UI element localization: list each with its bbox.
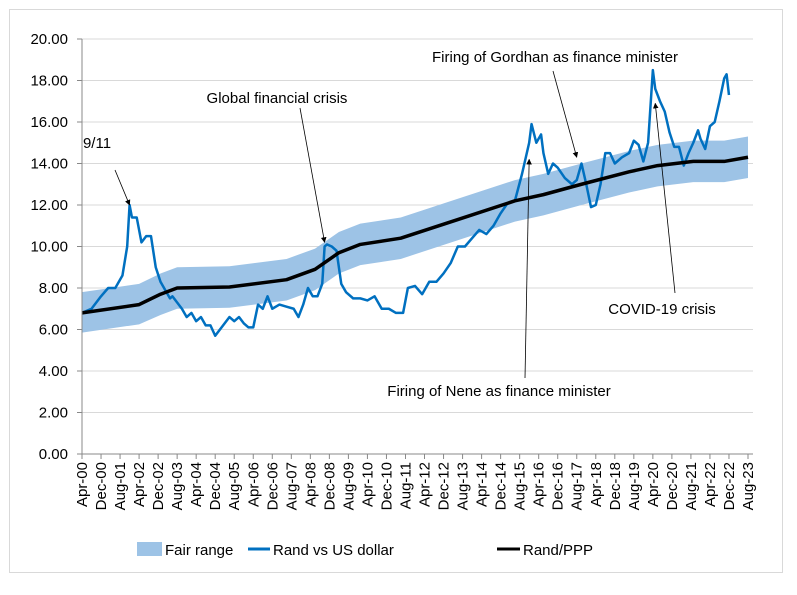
annotation-arrow xyxy=(524,158,532,379)
annotation-label: Firing of Nene as finance minister xyxy=(387,383,610,400)
annotation-arrow xyxy=(299,107,327,243)
x-tick-label: Apr-10 xyxy=(359,462,376,507)
x-tick-label: Dec-08 xyxy=(321,462,338,510)
x-tick-label: Apr-20 xyxy=(645,462,662,507)
annotation-label: Global financial crisis xyxy=(207,90,348,107)
x-tick-label: Aug-05 xyxy=(226,462,243,510)
x-tick-label: Aug-09 xyxy=(340,462,357,510)
x-tick-label: Dec-20 xyxy=(664,462,681,510)
x-tick-label: Apr-04 xyxy=(188,462,205,507)
x-tick-label: Aug-11 xyxy=(397,462,414,509)
y-tick-label: 12.00 xyxy=(30,197,68,214)
legend-label-fair-range: Fair range xyxy=(165,542,233,559)
x-tick-label: Dec-22 xyxy=(721,462,738,510)
y-tick-label: 4.00 xyxy=(39,363,68,380)
annotation-arrow xyxy=(652,102,676,294)
legend: Fair range Rand vs US dollar Rand/PPP xyxy=(137,542,593,559)
x-tick-label: Aug-07 xyxy=(283,462,300,510)
x-tick-label: Dec-18 xyxy=(607,462,624,510)
y-tick-label: 10.00 xyxy=(30,239,68,256)
legend-swatch-fair-range xyxy=(137,542,162,556)
y-tick-label: 14.00 xyxy=(30,156,68,173)
x-tick-label: Aug-01 xyxy=(112,462,129,510)
x-tick-label: Apr-00 xyxy=(74,462,91,507)
y-tick-label: 0.00 xyxy=(39,446,68,463)
y-tick-label: 16.00 xyxy=(30,114,68,131)
x-tick-label: Dec-06 xyxy=(264,462,281,510)
x-tick-label: Dec-12 xyxy=(436,462,453,510)
annotation-arrow xyxy=(114,169,131,206)
x-tick-label: Aug-17 xyxy=(569,462,586,510)
x-tick-label: Aug-19 xyxy=(626,462,643,510)
x-tick-label: Apr-22 xyxy=(702,462,719,507)
annotation-arrow xyxy=(552,70,579,158)
x-tick-label: Dec-04 xyxy=(207,462,224,510)
x-tick-label: Dec-00 xyxy=(93,462,110,510)
axes: 0.00 2.00 4.00 6.00 8.00 10.00 12.00 14.00 16.00… xyxy=(30,31,757,510)
annotation-label: 9/11 xyxy=(83,135,111,152)
annotations: 9/11 Global financial crisis Firing of Gor… xyxy=(83,49,716,400)
x-tick-label: Dec-16 xyxy=(550,462,567,510)
y-tick-label: 2.00 xyxy=(39,405,68,422)
x-tick-label: Apr-08 xyxy=(302,462,319,507)
x-tick-label: Dec-14 xyxy=(493,462,510,510)
x-tick-label: Aug-15 xyxy=(512,462,529,510)
x-tick-label: Aug-23 xyxy=(740,462,757,510)
x-tick-label: Apr-02 xyxy=(131,462,148,507)
y-tick-label: 18.00 xyxy=(30,73,68,90)
x-tick-label: Aug-03 xyxy=(169,462,186,510)
legend-label-ppp: Rand/PPP xyxy=(523,542,593,559)
x-tick-label: Apr-14 xyxy=(474,462,491,507)
rand-ppp-line xyxy=(81,155,749,315)
x-tick-label: Aug-13 xyxy=(455,462,472,510)
legend-label-rand: Rand vs US dollar xyxy=(273,542,394,559)
x-tick-label: Apr-06 xyxy=(245,462,262,507)
x-tick-label: Dec-10 xyxy=(378,462,395,510)
y-tick-label: 20.00 xyxy=(30,31,68,48)
x-tick-label: Aug-21 xyxy=(683,462,700,510)
x-tick-label: Dec-02 xyxy=(150,462,167,510)
x-tick-label: Apr-16 xyxy=(531,462,548,507)
chart-frame xyxy=(9,9,783,573)
x-tick-label: Apr-18 xyxy=(588,462,605,507)
annotation-label: COVID-19 crisis xyxy=(608,301,716,318)
y-tick-label: 6.00 xyxy=(39,322,68,339)
rand-vs-usd-line xyxy=(81,68,731,337)
annotation-label: Firing of Gordhan as finance minister xyxy=(432,49,678,66)
y-tick-label: 8.00 xyxy=(39,280,68,297)
series-lines xyxy=(81,68,749,337)
x-tick-label: Apr-12 xyxy=(417,462,434,507)
